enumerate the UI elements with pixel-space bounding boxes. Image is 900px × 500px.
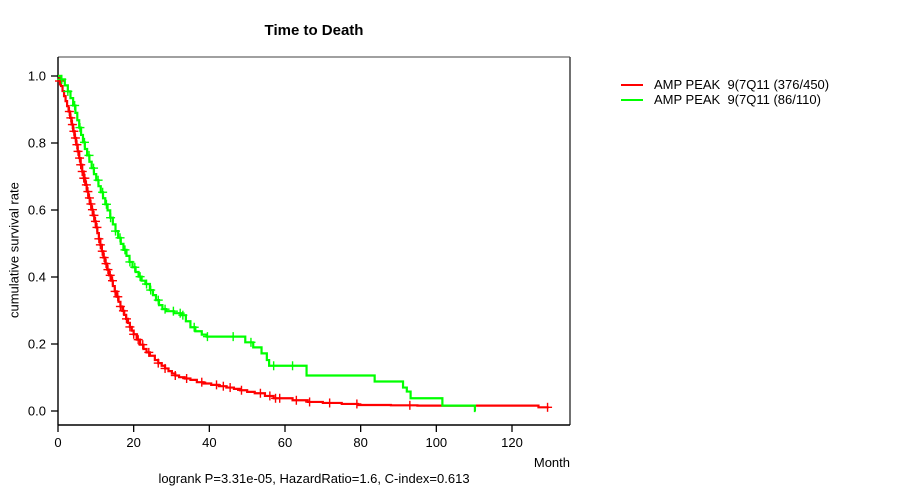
legend-line-red-icon — [621, 83, 643, 86]
chart-title: Time to Death — [264, 22, 364, 39]
x-tick-label: 120 — [501, 435, 523, 450]
legend-item-group2: AMP PEAK 9(7Q11 (86/110) — [621, 92, 829, 107]
legend-item-group1: AMP PEAK 9(7Q11 (376/450) — [621, 77, 829, 92]
y-tick-label: 0.6 — [28, 203, 46, 218]
y-tick-label: 0.0 — [28, 404, 46, 419]
y-tick-label: 0.8 — [28, 136, 46, 151]
legend: AMP PEAK 9(7Q11 (376/450) AMP PEAK 9(7Q1… — [621, 77, 829, 107]
x-tick-label: 0 — [54, 435, 61, 450]
y-tick-label: 1.0 — [28, 69, 46, 84]
y-axis-title: cumulative survival rate — [6, 182, 22, 318]
x-tick-label: 20 — [126, 435, 140, 450]
legend-line-green-icon — [621, 98, 643, 101]
x-tick-label: 60 — [278, 435, 292, 450]
y-tick-label: 0.2 — [28, 337, 46, 352]
x-tick-label: 100 — [425, 435, 447, 450]
y-tick-label: 0.4 — [28, 270, 46, 285]
legend-label-group1: AMP PEAK 9(7Q11 (376/450) — [654, 77, 830, 92]
x-axis-title: Month — [533, 455, 570, 470]
x-tick-label: 80 — [353, 435, 367, 450]
legend-label-group2: AMP PEAK 9(7Q11 (86/110) — [654, 92, 821, 107]
x-tick-label: 40 — [202, 435, 216, 450]
survival-curve-green — [58, 74, 477, 413]
survival-curve-red — [58, 74, 549, 409]
stats-footnote: logrank P=3.31e-05, HazardRatio=1.6, C-i… — [158, 471, 470, 486]
